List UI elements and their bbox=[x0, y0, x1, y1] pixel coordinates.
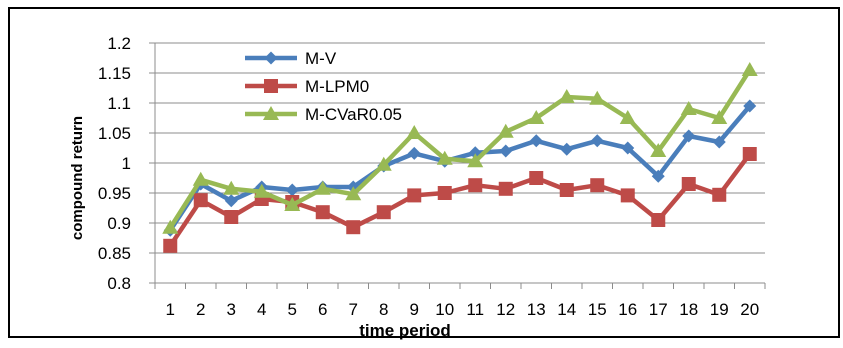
y-tick-label: 1 bbox=[122, 154, 131, 173]
data-point bbox=[284, 197, 301, 211]
legend-label: M-V bbox=[305, 49, 337, 68]
y-tick-label: 0.95 bbox=[98, 184, 131, 203]
data-point bbox=[682, 129, 696, 143]
data-point bbox=[375, 156, 392, 171]
x-tick-label: 19 bbox=[710, 300, 729, 319]
data-point bbox=[621, 141, 635, 155]
x-tick-label: 7 bbox=[349, 300, 358, 319]
data-point bbox=[711, 110, 728, 124]
data-point bbox=[712, 135, 726, 149]
x-tick-label: 1 bbox=[166, 300, 175, 319]
x-tick-label: 6 bbox=[318, 300, 327, 319]
series-1 bbox=[163, 147, 757, 253]
x-tick-label: 10 bbox=[435, 300, 454, 319]
data-point bbox=[468, 178, 483, 193]
x-tick-label: 14 bbox=[557, 300, 576, 319]
y-axis-label: compound return bbox=[69, 116, 86, 240]
data-point bbox=[192, 171, 209, 186]
data-point bbox=[499, 144, 513, 158]
data-point bbox=[680, 101, 697, 115]
data-point bbox=[529, 134, 543, 148]
x-tick-label: 2 bbox=[196, 300, 205, 319]
data-point bbox=[224, 194, 238, 208]
data-point bbox=[559, 183, 574, 197]
data-point bbox=[560, 142, 574, 156]
data-point bbox=[589, 90, 606, 105]
y-tick-label: 1.1 bbox=[107, 94, 131, 113]
data-point bbox=[314, 180, 331, 195]
y-tick-label: 1.15 bbox=[98, 64, 131, 83]
legend-marker bbox=[264, 51, 278, 65]
x-tick-label: 18 bbox=[679, 300, 698, 319]
legend-item: M-V bbox=[245, 49, 337, 68]
x-tick-label: 16 bbox=[618, 300, 637, 319]
y-tick-label: 1.2 bbox=[107, 34, 131, 53]
data-point bbox=[253, 183, 270, 198]
x-tick-label: 11 bbox=[466, 300, 484, 319]
data-point bbox=[743, 99, 757, 113]
data-point bbox=[558, 89, 575, 103]
y-tick-label: 0.85 bbox=[98, 244, 131, 263]
data-point bbox=[376, 205, 391, 220]
x-tick-label: 15 bbox=[588, 300, 607, 319]
data-point bbox=[619, 110, 636, 124]
data-point bbox=[406, 125, 423, 139]
x-tick-label: 5 bbox=[288, 300, 297, 319]
y-tick-label: 1.05 bbox=[98, 124, 131, 143]
x-tick-label: 20 bbox=[740, 300, 759, 319]
y-tick-label: 0.9 bbox=[107, 214, 131, 233]
data-point bbox=[224, 210, 239, 224]
legend-label: M-CVaR0.05 bbox=[305, 105, 402, 124]
legend-item: M-CVaR0.05 bbox=[245, 105, 402, 124]
legend-item: M-LPM0 bbox=[245, 77, 369, 96]
data-point bbox=[346, 220, 361, 235]
series-layer bbox=[162, 62, 758, 253]
data-point bbox=[651, 169, 665, 183]
data-point bbox=[436, 150, 453, 165]
data-point bbox=[712, 187, 727, 202]
x-tick-label: 12 bbox=[496, 300, 515, 319]
data-point bbox=[285, 183, 299, 197]
data-point bbox=[437, 186, 452, 200]
chart-border bbox=[8, 7, 840, 338]
legend-marker bbox=[263, 106, 279, 120]
x-tick-label: 17 bbox=[649, 300, 668, 319]
legend: M-V M-LPM0 M-CVaR0.05 bbox=[245, 49, 402, 124]
data-point bbox=[590, 134, 604, 148]
data-point bbox=[467, 153, 484, 168]
data-point bbox=[742, 147, 757, 161]
data-point bbox=[498, 181, 513, 196]
data-point bbox=[741, 62, 758, 76]
legend-label: M-LPM0 bbox=[305, 77, 369, 96]
data-point bbox=[345, 186, 362, 201]
data-point bbox=[193, 193, 208, 208]
x-tick-label: 13 bbox=[527, 300, 546, 319]
data-point bbox=[163, 238, 178, 253]
data-point bbox=[407, 146, 421, 160]
x-tick-label: 3 bbox=[227, 300, 236, 319]
data-point bbox=[650, 143, 667, 157]
data-point bbox=[162, 219, 179, 234]
data-point bbox=[407, 188, 422, 203]
data-point bbox=[651, 213, 666, 227]
legend-marker bbox=[264, 79, 278, 93]
data-point bbox=[497, 123, 514, 138]
data-point bbox=[529, 171, 544, 185]
data-point bbox=[681, 177, 696, 191]
series-2 bbox=[162, 62, 758, 234]
data-point bbox=[315, 205, 330, 220]
x-axis-label: time period bbox=[359, 321, 451, 340]
data-point bbox=[223, 180, 240, 195]
y-tick-label: 0.8 bbox=[107, 274, 131, 293]
x-tick-label: 9 bbox=[410, 300, 419, 319]
x-tick-label: 4 bbox=[257, 300, 266, 319]
x-tick-label: 8 bbox=[379, 300, 388, 319]
data-point bbox=[590, 178, 605, 193]
data-point bbox=[620, 188, 635, 203]
data-point bbox=[528, 110, 545, 124]
